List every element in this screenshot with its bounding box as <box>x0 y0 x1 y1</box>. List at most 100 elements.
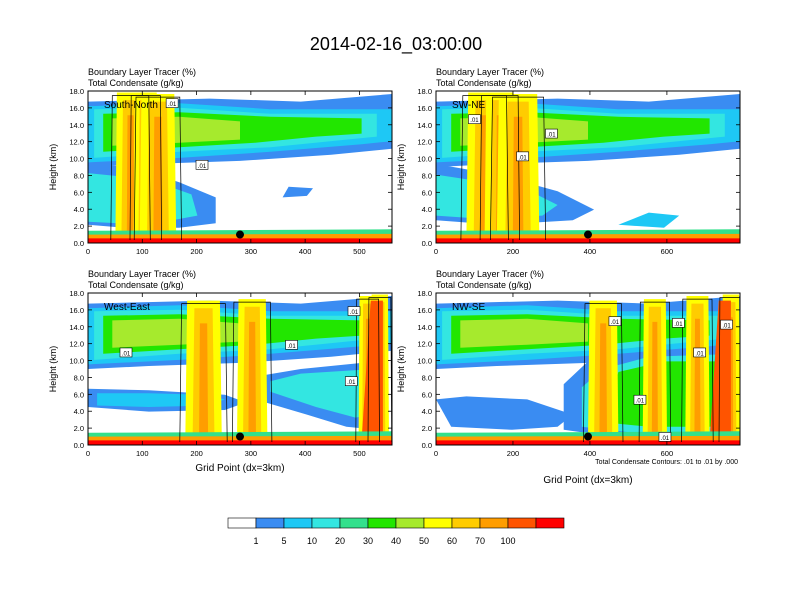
plot-frame <box>435 292 741 446</box>
xtick-label: 200 <box>507 247 520 256</box>
contour-label-box <box>468 114 481 125</box>
location-marker <box>236 432 244 441</box>
ytick-label: 10.0 <box>417 357 432 366</box>
colorbar-label: 40 <box>391 536 401 546</box>
boundary-layer-red <box>436 440 740 445</box>
ytick-label: 6.0 <box>422 188 432 197</box>
footnote: Total Condensate Contours: .01 to .01 by… <box>595 459 738 466</box>
tower-center-2 <box>153 116 163 239</box>
ytick-label: 0.0 <box>74 441 84 450</box>
small-cloud-patch <box>282 186 313 198</box>
panel-title-line: Boundary Layer Tracer (%) <box>88 67 196 77</box>
ytick-label: 8.0 <box>422 171 432 180</box>
panel-title-line: Total Condensate (g/kg) <box>88 280 184 290</box>
contour-tower-1 <box>129 95 162 241</box>
xtick-label: 600 <box>661 247 674 256</box>
ytick-label: 10.0 <box>69 357 84 366</box>
panel-nw-se: .01 .01 .01 .01 .01 .01 NW-SE Boundary Layer Tr… <box>396 269 741 486</box>
xtick-label: 300 <box>245 247 258 256</box>
ytick-label: 2.0 <box>74 222 84 231</box>
ytick-label: 6.0 <box>422 390 432 399</box>
colorbar-swatch <box>227 517 257 529</box>
colorbar-swatch <box>535 517 565 529</box>
xtick-label: 400 <box>299 247 312 256</box>
contour-label-box <box>658 432 672 442</box>
contour-tower-3 <box>718 297 740 443</box>
colorbar-swatch <box>451 517 481 529</box>
ytick-label: 12.0 <box>69 340 84 349</box>
region-label: South-North <box>104 100 158 111</box>
xtick-label: 300 <box>245 449 258 458</box>
panel-south-north: .01 .01 South-North Boundary Layer Tracer (… <box>48 67 393 256</box>
ytick-label: 8.0 <box>74 373 84 382</box>
ytick-label: 14.0 <box>69 121 84 130</box>
contour-tower-3 <box>367 297 392 443</box>
y-axis-label: Height (km) <box>396 346 406 393</box>
contour-label-box <box>347 306 361 316</box>
edge-hot-column <box>709 300 731 441</box>
xtick-label: 0 <box>86 247 90 256</box>
contour-tower-0 <box>110 95 151 241</box>
contour-label-box <box>633 394 647 405</box>
xtick-label: 400 <box>584 449 597 458</box>
contour-label: .01 <box>722 324 731 330</box>
ytick-label: 18.0 <box>69 87 84 96</box>
xtick-label: 100 <box>136 247 149 256</box>
lower-cloud-outer <box>436 396 573 430</box>
ytick-label: 12.0 <box>69 138 84 147</box>
colorbar-swatch <box>479 517 509 529</box>
contour-tower-0 <box>179 303 228 443</box>
panel-west-east: .01 .01 .01 .01 West-East Boundary Layer Trac… <box>48 269 393 474</box>
region-label: West-East <box>104 302 150 313</box>
panel-title-line: Boundary Layer Tracer (%) <box>436 67 544 77</box>
ytick-label: 2.0 <box>422 222 432 231</box>
ytick-label: 12.0 <box>417 340 432 349</box>
xtick-label: 400 <box>299 449 312 458</box>
contour-label-box <box>720 319 733 330</box>
boundary-layer-red <box>88 238 392 243</box>
location-marker <box>236 230 244 239</box>
ytick-label: 12.0 <box>417 138 432 147</box>
ytick-label: 14.0 <box>69 323 84 332</box>
xtick-label: 500 <box>353 449 366 458</box>
ytick-label: 8.0 <box>422 373 432 382</box>
ytick-label: 18.0 <box>417 87 432 96</box>
tower-center-0 <box>199 323 209 441</box>
ytick-label: 16.0 <box>69 306 84 315</box>
boundary-layer-red <box>88 440 392 445</box>
panel-title-line: Boundary Layer Tracer (%) <box>88 269 196 279</box>
ytick-label: 6.0 <box>74 390 84 399</box>
colorbar-label: 5 <box>281 536 286 546</box>
ytick-label: 2.0 <box>422 424 432 433</box>
ytick-label: 6.0 <box>74 188 84 197</box>
tower-center-0 <box>599 323 607 441</box>
location-marker <box>584 432 592 441</box>
plot-frame <box>435 90 741 244</box>
contour-label: .01 <box>347 380 356 386</box>
panel-title-line: Total Condensate (g/kg) <box>436 78 532 88</box>
colorbar-swatch <box>367 517 397 529</box>
contour-label-box <box>119 347 133 358</box>
region-label: NW-SE <box>452 302 485 313</box>
colorbar-label: 30 <box>363 536 373 546</box>
ytick-label: 16.0 <box>417 104 432 113</box>
y-axis-label: Height (km) <box>48 144 58 191</box>
tower-center-1 <box>248 321 256 441</box>
contour-tower-0 <box>583 303 624 443</box>
colorbar-swatch <box>283 517 313 529</box>
contour-label-box <box>195 160 209 170</box>
ytick-label: 16.0 <box>417 306 432 315</box>
ytick-label: 18.0 <box>417 289 432 298</box>
ytick-label: 10.0 <box>69 155 84 164</box>
y-axis-label: Height (km) <box>396 144 406 191</box>
contour-label-box <box>516 151 529 162</box>
ytick-label: 16.0 <box>69 104 84 113</box>
xtick-label: 0 <box>86 449 90 458</box>
tower-center-2 <box>694 318 701 441</box>
colorbar-swatch <box>339 517 369 529</box>
panel-sw-ne: .01 .01 .01 SW-NE Boundary Layer Tracer (%)T… <box>396 67 741 256</box>
contour-label-box <box>693 347 706 358</box>
ytick-label: 4.0 <box>74 407 84 416</box>
colorbar-label: 100 <box>500 536 515 546</box>
contour-label: .01 <box>287 344 296 350</box>
